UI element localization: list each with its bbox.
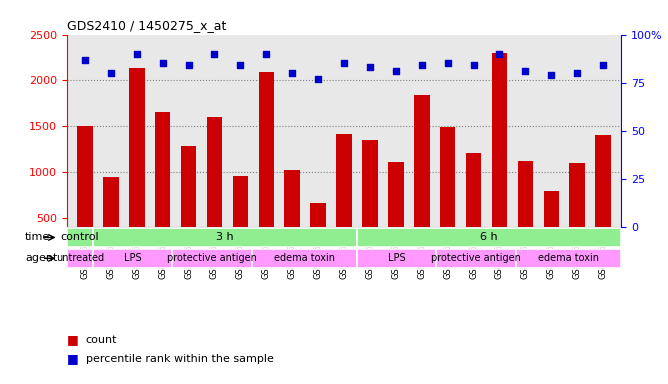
Point bbox=[158, 60, 168, 66]
Text: count: count bbox=[86, 335, 117, 345]
Point bbox=[391, 68, 401, 74]
Point bbox=[79, 56, 90, 63]
Bar bbox=[466, 153, 482, 264]
Bar bbox=[129, 68, 144, 264]
Bar bbox=[357, 249, 436, 268]
Point bbox=[598, 62, 609, 68]
Bar bbox=[362, 140, 377, 264]
Text: ■: ■ bbox=[67, 333, 79, 346]
Bar bbox=[77, 126, 93, 264]
Point bbox=[494, 51, 505, 57]
Point bbox=[442, 60, 453, 66]
Bar bbox=[436, 249, 516, 268]
Point bbox=[365, 64, 375, 70]
Text: LPS: LPS bbox=[388, 253, 405, 263]
Bar bbox=[357, 228, 621, 247]
Bar bbox=[492, 53, 507, 264]
Bar bbox=[388, 162, 403, 264]
Bar bbox=[206, 117, 222, 264]
Point bbox=[132, 51, 142, 57]
Text: 3 h: 3 h bbox=[216, 232, 234, 242]
Point bbox=[209, 51, 220, 57]
Bar bbox=[516, 249, 621, 268]
Point bbox=[468, 62, 479, 68]
Point bbox=[546, 72, 556, 78]
Point bbox=[339, 60, 349, 66]
Bar bbox=[544, 191, 559, 264]
Text: protective antigen: protective antigen bbox=[167, 253, 257, 263]
Text: untreated: untreated bbox=[56, 253, 104, 263]
Bar bbox=[181, 146, 196, 264]
Point bbox=[261, 51, 272, 57]
Bar bbox=[94, 249, 172, 268]
Bar bbox=[232, 176, 248, 264]
Bar bbox=[172, 249, 252, 268]
Point bbox=[416, 62, 427, 68]
Text: agent: agent bbox=[25, 253, 57, 263]
Text: LPS: LPS bbox=[124, 253, 142, 263]
Bar bbox=[259, 72, 274, 264]
Text: edema toxin: edema toxin bbox=[538, 253, 599, 263]
Bar bbox=[103, 177, 119, 264]
Text: percentile rank within the sample: percentile rank within the sample bbox=[86, 354, 273, 364]
Point bbox=[287, 70, 297, 76]
Bar bbox=[94, 228, 357, 247]
Bar bbox=[252, 249, 357, 268]
Text: GDS2410 / 1450275_x_at: GDS2410 / 1450275_x_at bbox=[67, 19, 226, 32]
Point bbox=[520, 68, 530, 74]
Point bbox=[106, 70, 116, 76]
Bar bbox=[311, 203, 326, 264]
Text: edema toxin: edema toxin bbox=[274, 253, 335, 263]
Bar bbox=[67, 249, 94, 268]
Text: 6 h: 6 h bbox=[480, 232, 498, 242]
Text: time: time bbox=[25, 232, 51, 242]
Point bbox=[183, 62, 194, 68]
Bar bbox=[285, 170, 300, 264]
Text: control: control bbox=[61, 232, 100, 242]
Bar bbox=[440, 127, 456, 264]
Bar bbox=[336, 134, 352, 264]
Bar bbox=[414, 95, 430, 264]
Bar bbox=[569, 163, 585, 264]
Bar bbox=[518, 161, 533, 264]
Bar bbox=[595, 136, 611, 264]
Point bbox=[235, 62, 246, 68]
Bar bbox=[67, 228, 94, 247]
Point bbox=[572, 70, 582, 76]
Point bbox=[313, 76, 323, 82]
Text: ■: ■ bbox=[67, 353, 79, 366]
Text: protective antigen: protective antigen bbox=[431, 253, 521, 263]
Bar bbox=[155, 111, 170, 264]
